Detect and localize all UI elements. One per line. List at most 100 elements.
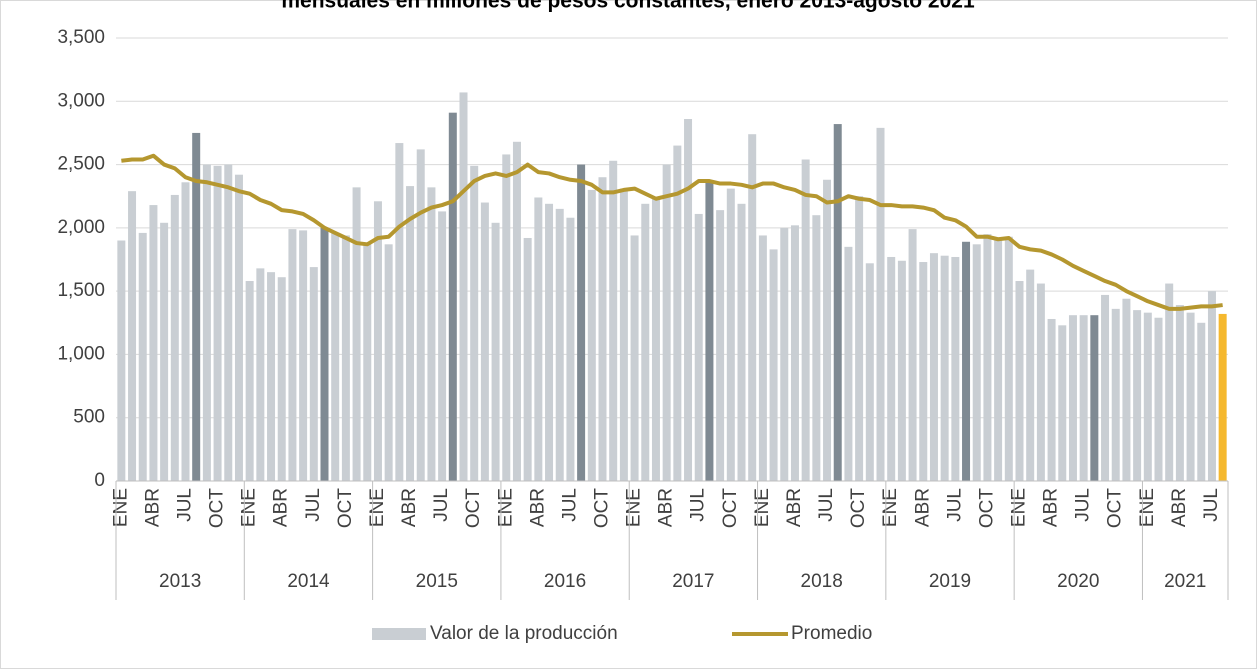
- x-tick-label: ENE: [367, 488, 388, 527]
- chart-title: mensuales en millones de pesos constante…: [281, 0, 975, 13]
- bar: [427, 187, 436, 481]
- bar: [865, 263, 874, 481]
- x-tick-label: ENE: [1137, 488, 1158, 527]
- bar: [1058, 325, 1067, 481]
- legend-label: Valor de la producción: [430, 623, 618, 644]
- x-tick-label: OCT: [1105, 488, 1126, 529]
- x-tick-label: JUL: [688, 488, 709, 522]
- y-tick-label: 0: [94, 470, 105, 491]
- y-tick-label: 2,000: [57, 217, 105, 238]
- x-tick-label: ABR: [142, 488, 163, 527]
- x-tick-label: OCT: [976, 488, 997, 529]
- bar: [887, 256, 896, 481]
- bar: [651, 197, 660, 482]
- average-line: [121, 153, 1223, 311]
- bar: [876, 127, 885, 481]
- bar: [149, 205, 158, 481]
- x-tick-label: ENE: [1009, 488, 1030, 527]
- bar: [384, 244, 393, 481]
- bar: [609, 160, 618, 481]
- bar: [416, 149, 425, 481]
- x-tick-label: OCT: [463, 488, 484, 529]
- bar: [1186, 312, 1195, 481]
- bar: [1015, 281, 1024, 481]
- year-label: 2020: [1057, 571, 1099, 592]
- bar: [502, 154, 511, 481]
- x-tick-label: OCT: [592, 488, 613, 529]
- bar: [1079, 315, 1088, 481]
- bar: [202, 164, 211, 482]
- x-tick-label: JUL: [175, 488, 196, 522]
- bar: [320, 227, 329, 481]
- bar: [737, 203, 746, 481]
- bar: [1175, 305, 1184, 481]
- bar: [1165, 283, 1174, 481]
- y-tick-label: 3,500: [57, 27, 105, 48]
- y-tick-label: 1,500: [57, 280, 105, 301]
- bar: [908, 229, 917, 481]
- x-tick-label: ABR: [527, 488, 548, 527]
- year-label: 2017: [672, 571, 714, 592]
- bar: [234, 174, 243, 481]
- bar: [512, 141, 521, 481]
- bar: [662, 164, 671, 482]
- bar: [256, 268, 265, 481]
- bar: [352, 187, 361, 481]
- bar: [523, 237, 532, 481]
- bar: [684, 119, 693, 482]
- bar: [438, 211, 447, 481]
- bar: [224, 164, 233, 482]
- bar: [940, 255, 949, 481]
- bar: [373, 201, 382, 481]
- bar: [929, 253, 938, 481]
- bar: [545, 203, 554, 481]
- bar: [790, 225, 799, 481]
- bar: [587, 189, 596, 481]
- bar: [855, 196, 864, 481]
- x-tick-label: OCT: [207, 488, 228, 529]
- bar: [406, 186, 415, 482]
- bar: [780, 227, 789, 481]
- bar: [534, 197, 543, 482]
- bar: [812, 215, 821, 481]
- x-tick-label: ENE: [495, 488, 516, 527]
- bar: [341, 235, 350, 481]
- y-tick-label: 1,000: [57, 343, 105, 364]
- bar: [972, 244, 981, 481]
- bar: [844, 246, 853, 481]
- bar: [1026, 269, 1035, 481]
- bar: [213, 165, 222, 481]
- x-tick-label: ABR: [656, 488, 677, 527]
- bar: [491, 222, 500, 481]
- bar: [331, 232, 340, 481]
- bar: [919, 262, 928, 481]
- bar: [299, 230, 308, 481]
- bar: [192, 132, 201, 481]
- legend-swatch: [372, 628, 426, 640]
- y-tick-label: 2,500: [57, 154, 105, 175]
- bar: [673, 145, 682, 482]
- bar: [962, 241, 971, 481]
- bar: [1036, 283, 1045, 481]
- bar: [641, 203, 650, 481]
- bar: [994, 240, 1003, 481]
- x-tick-label: ENE: [880, 488, 901, 527]
- bar: [555, 208, 564, 481]
- x-tick-label: OCT: [848, 488, 869, 529]
- bar: [823, 179, 832, 481]
- bar: [277, 277, 286, 481]
- bar: [288, 229, 297, 481]
- x-tick-label: ABR: [912, 488, 933, 527]
- bar: [1004, 236, 1013, 481]
- bar: [1047, 318, 1056, 481]
- x-tick-label: ABR: [1169, 488, 1190, 527]
- legend-label: Promedio: [791, 623, 872, 644]
- x-tick-label: JUL: [1201, 488, 1222, 522]
- x-tick-label: ABR: [784, 488, 805, 527]
- bar: [1197, 322, 1206, 481]
- bar: [619, 188, 628, 481]
- x-tick-label: JUL: [303, 488, 324, 522]
- x-tick-label: JUL: [816, 488, 837, 522]
- year-label: 2019: [929, 571, 971, 592]
- year-label: 2018: [801, 571, 843, 592]
